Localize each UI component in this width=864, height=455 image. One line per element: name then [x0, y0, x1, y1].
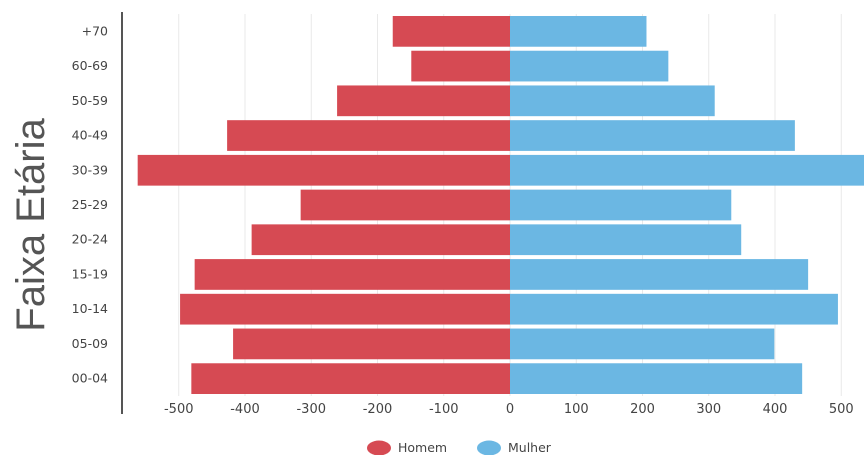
bar-mulher-+70 [510, 16, 647, 47]
bar-mulher-25-29 [510, 189, 732, 221]
legend-label-mulher: Mulher [508, 440, 552, 455]
x-tick-label: 500 [829, 402, 854, 417]
y-tick-label: 15-19 [72, 266, 108, 281]
x-tick-label: -100 [429, 402, 459, 417]
x-tick-label: -400 [230, 402, 260, 417]
y-tick-label: 30-39 [72, 162, 108, 177]
bar-homem-10-14 [180, 293, 510, 325]
bar-homem-05-09 [233, 328, 510, 360]
x-tick-label: 200 [630, 402, 655, 417]
bar-homem-20-24 [251, 224, 510, 256]
bar-homem-60-69 [411, 50, 510, 82]
bar-homem-40-49 [227, 120, 511, 151]
y-tick-label: 40-49 [72, 128, 108, 143]
y-tick-label: 25-29 [72, 197, 108, 212]
bar-mulher-40-49 [510, 120, 795, 151]
x-tick-label: 400 [763, 402, 788, 417]
legend-swatch-homem [367, 440, 391, 455]
bar-mulher-05-09 [510, 328, 775, 360]
y-tick-label: 50-59 [72, 93, 108, 108]
bar-homem-50-59 [337, 85, 510, 117]
bar-homem-25-29 [300, 189, 510, 221]
bars [137, 16, 864, 394]
bar-mulher-20-24 [510, 224, 742, 256]
y-tick-label: 10-14 [72, 301, 108, 316]
bar-mulher-50-59 [510, 85, 715, 117]
bar-homem-15-19 [194, 259, 510, 290]
bar-homem-+70 [392, 16, 510, 47]
x-tick-label: -300 [296, 402, 326, 417]
y-axis-title: Faixa Etária [9, 118, 53, 332]
y-tick-label: +70 [82, 23, 108, 38]
legend: Homem Mulher [367, 440, 552, 455]
bar-homem-00-04 [191, 363, 510, 394]
bar-mulher-15-19 [510, 259, 809, 290]
y-tick-label: 00-04 [72, 371, 108, 386]
bar-mulher-10-14 [510, 293, 838, 325]
x-tick-label: -200 [363, 402, 393, 417]
bar-mulher-60-69 [510, 50, 669, 82]
y-tick-label: 20-24 [72, 232, 108, 247]
bar-mulher-30-39 [510, 154, 864, 186]
bar-homem-30-39 [137, 154, 511, 186]
x-tick-label: 300 [696, 402, 721, 417]
x-tick-label: -500 [164, 402, 194, 417]
x-tick-label: 100 [564, 402, 589, 417]
x-tick-label: 0 [506, 402, 514, 417]
y-tick-label: 60-69 [72, 58, 108, 73]
x-tick-labels: -500 -400 -300 -200 -100 0 100 200 300 400 500 [164, 402, 854, 417]
y-tick-label: 05-09 [72, 336, 108, 351]
legend-label-homem: Homem [398, 440, 447, 455]
y-tick-labels: +70 60-69 50-59 40-49 30-39 25-29 20-24 15-19 10… [72, 23, 108, 385]
bar-mulher-00-04 [510, 363, 803, 394]
legend-swatch-mulher [477, 440, 501, 455]
